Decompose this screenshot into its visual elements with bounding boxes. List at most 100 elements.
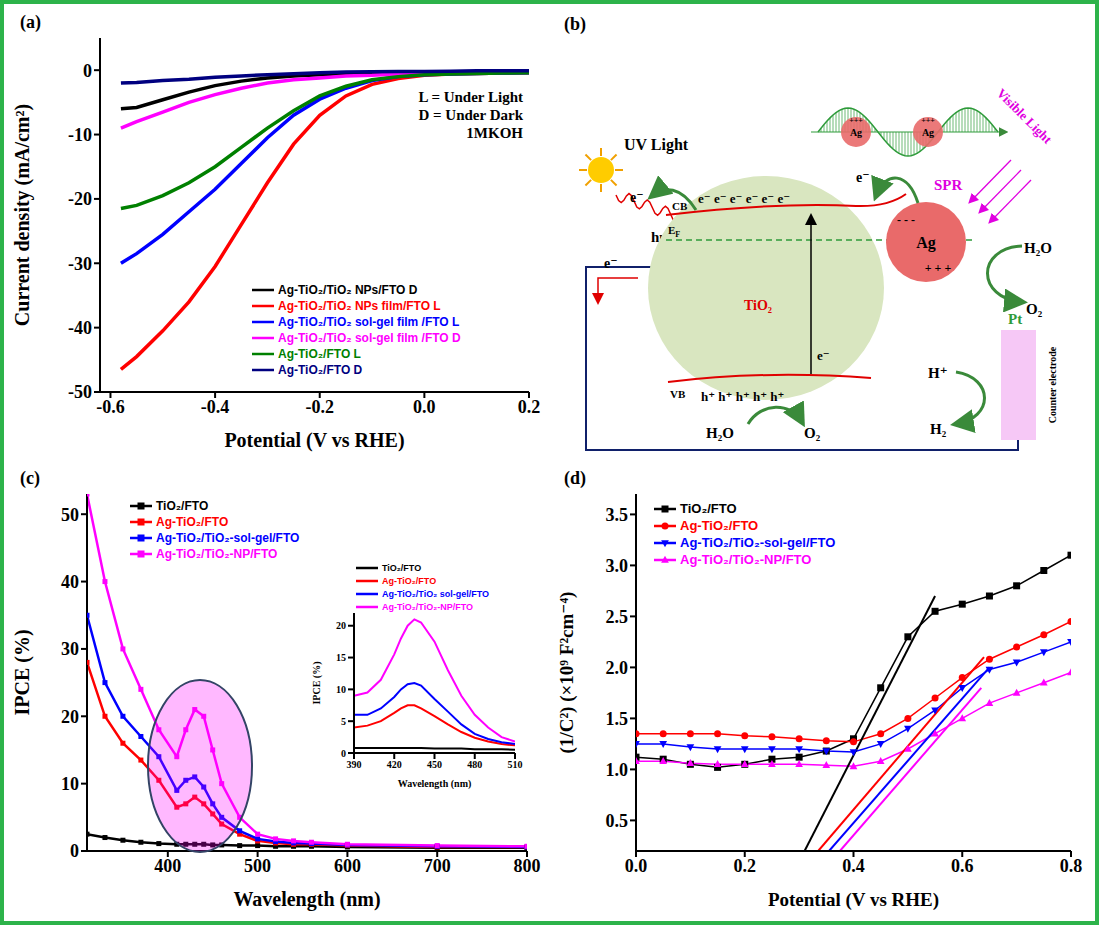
svg-text:(1/C²) (×10⁹ F²cm⁻⁴): (1/C²) (×10⁹ F²cm⁻⁴): [556, 592, 578, 754]
svg-text:0.4: 0.4: [842, 856, 865, 876]
svg-text:TiO₂: TiO₂: [744, 298, 772, 313]
svg-text:0.0: 0.0: [625, 856, 648, 876]
html-text:(a): (a): [20, 12, 41, 32]
svg-text:+ + +: + + +: [925, 261, 952, 275]
svg-text:0.5: 0.5: [606, 811, 629, 831]
svg-text:H₂: H₂: [930, 421, 947, 437]
svg-text:20: 20: [336, 620, 346, 631]
svg-text:50: 50: [61, 505, 79, 525]
svg-text:0: 0: [341, 748, 346, 759]
svg-text:IPCE (%): IPCE (%): [312, 661, 323, 704]
svg-text:Potential (V vs RHE): Potential (V vs RHE): [224, 429, 404, 452]
svg-text:420: 420: [387, 759, 402, 770]
svg-text:h⁺ h⁺ h⁺ h⁺ h⁺: h⁺ h⁺ h⁺ h⁺ h⁺: [701, 389, 784, 404]
svg-text:30: 30: [61, 639, 79, 659]
svg-text:1.0: 1.0: [606, 760, 629, 780]
svg-text:390: 390: [347, 759, 362, 770]
html-text:Ag-TiO₂/TiO₂ sol-gel film /FTO: Ag-TiO₂/TiO₂ sol-gel film /FTO L: [278, 315, 460, 329]
html-text:Ag-TiO₂/TiO₂ sol-gel film /FTO: Ag-TiO₂/TiO₂ sol-gel film /FTO D: [278, 331, 461, 345]
svg-text:400: 400: [154, 856, 181, 876]
html-text:1MKOH: 1MKOH: [466, 125, 523, 141]
svg-text:-0.6: -0.6: [96, 397, 125, 417]
svg-text:O₂: O₂: [1026, 301, 1043, 317]
svg-text:0.8: 0.8: [1060, 856, 1083, 876]
svg-text:e⁻: e⁻: [856, 170, 870, 185]
svg-text:Ag: Ag: [916, 234, 936, 252]
html-text:D = Under Dark: D = Under Dark: [418, 107, 523, 123]
html-text:(c): (c): [20, 468, 40, 488]
svg-text:e⁻ e⁻ e⁻ e⁻ e⁻ e⁻: e⁻ e⁻ e⁻ e⁻ e⁻ e⁻: [698, 191, 790, 206]
svg-text:0.2: 0.2: [734, 856, 757, 876]
svg-text:Wavelength (nm): Wavelength (nm): [398, 778, 472, 789]
svg-text:5: 5: [341, 716, 346, 727]
svg-text:600: 600: [334, 856, 361, 876]
svg-text:e⁻: e⁻: [604, 256, 618, 271]
html-text:Ag-TiO₂/TiO₂-sol-gel/FTO: Ag-TiO₂/TiO₂-sol-gel/FTO: [680, 535, 836, 550]
html-text:L = Under Light: L = Under Light: [418, 89, 523, 105]
svg-text:0: 0: [83, 61, 92, 81]
svg-text:800: 800: [514, 856, 541, 876]
svg-text:Counter electrode: Counter electrode: [1047, 346, 1058, 423]
svg-text:(b): (b): [564, 14, 586, 35]
svg-text:2.0: 2.0: [606, 658, 629, 678]
svg-text:-0.4: -0.4: [201, 397, 230, 417]
svg-text:Wavelength (nm): Wavelength (nm): [233, 888, 380, 911]
svg-text:500: 500: [244, 856, 271, 876]
html-text:Ag-TiO₂/TiO₂-NP/FTO: Ag-TiO₂/TiO₂-NP/FTO: [680, 552, 812, 567]
svg-text:-30: -30: [68, 254, 92, 274]
svg-text:-40: -40: [68, 318, 92, 338]
svg-text:H⁺: H⁺: [928, 365, 948, 381]
html-text:Ag-TiO₂/FTO L: Ag-TiO₂/FTO L: [278, 347, 361, 361]
svg-text:510: 510: [508, 759, 523, 770]
svg-text:Current density (mA/cm²): Current density (mA/cm²): [12, 104, 34, 326]
svg-text:0.2: 0.2: [518, 397, 541, 417]
svg-text:H₂O: H₂O: [1024, 240, 1052, 256]
html-text:Ag-TiO₂/TiO₂ NPs film/FTO L: Ag-TiO₂/TiO₂ NPs film/FTO L: [278, 299, 441, 313]
svg-text:Potential (V vs RHE): Potential (V vs RHE): [768, 889, 939, 911]
svg-text:+++: +++: [921, 116, 935, 125]
svg-text:Pt: Pt: [1008, 311, 1022, 327]
svg-text:VB: VB: [670, 388, 686, 400]
html-text:Ag-TiO₂/FTO D: Ag-TiO₂/FTO D: [278, 363, 363, 377]
svg-text:e⁻: e⁻: [630, 190, 644, 205]
svg-text:700: 700: [424, 856, 451, 876]
html-text:TiO₂/FTO: TiO₂/FTO: [680, 501, 737, 516]
svg-text:- - -: - - -: [897, 213, 915, 227]
svg-text:Visible Light: Visible Light: [994, 86, 1056, 148]
svg-text:SPR: SPR: [934, 177, 963, 193]
svg-text:10: 10: [61, 774, 79, 794]
svg-text:+++: +++: [849, 116, 863, 125]
html-text:Ag-TiO₂/TiO₂ NPs/FTO D: Ag-TiO₂/TiO₂ NPs/FTO D: [278, 283, 418, 297]
svg-text:CB: CB: [672, 200, 688, 212]
svg-text:Ag: Ag: [922, 127, 934, 138]
svg-text:0.0: 0.0: [413, 397, 436, 417]
svg-text:H₂O: H₂O: [706, 425, 734, 441]
svg-text:15: 15: [336, 652, 346, 663]
svg-text:3.5: 3.5: [606, 505, 629, 525]
svg-text:-10: -10: [68, 125, 92, 145]
svg-text:-50: -50: [68, 382, 92, 402]
html-text:TiO₂/FTO: TiO₂/FTO: [156, 499, 209, 513]
svg-text:EF: EF: [668, 224, 680, 239]
svg-text:480: 480: [467, 759, 482, 770]
svg-text:10: 10: [336, 684, 346, 695]
svg-text:0.6: 0.6: [951, 856, 974, 876]
svg-text:-20: -20: [68, 189, 92, 209]
svg-text:Ag: Ag: [850, 127, 862, 138]
svg-text:UV Light: UV Light: [624, 136, 689, 154]
html-text:Ag-TiO₂/FTO: Ag-TiO₂/FTO: [680, 518, 759, 533]
svg-text:40: 40: [61, 572, 79, 592]
svg-text:20: 20: [61, 707, 79, 727]
svg-text:e⁻: e⁻: [817, 348, 830, 363]
svg-text:3.0: 3.0: [606, 556, 629, 576]
html-text:(d): (d): [564, 468, 586, 488]
html-text:Ag-TiO₂/FTO: Ag-TiO₂/FTO: [156, 515, 229, 529]
svg-text:-0.2: -0.2: [305, 397, 334, 417]
svg-text:O₂: O₂: [804, 425, 821, 441]
html-text:Ag-TiO₂/TiO₂-sol-gel/FTO: Ag-TiO₂/TiO₂-sol-gel/FTO: [156, 531, 300, 545]
svg-text:450: 450: [427, 759, 442, 770]
svg-text:IPCE (%): IPCE (%): [12, 629, 34, 715]
svg-text:1.5: 1.5: [606, 709, 629, 729]
svg-text:2.5: 2.5: [606, 607, 629, 627]
svg-text:0: 0: [70, 841, 79, 861]
